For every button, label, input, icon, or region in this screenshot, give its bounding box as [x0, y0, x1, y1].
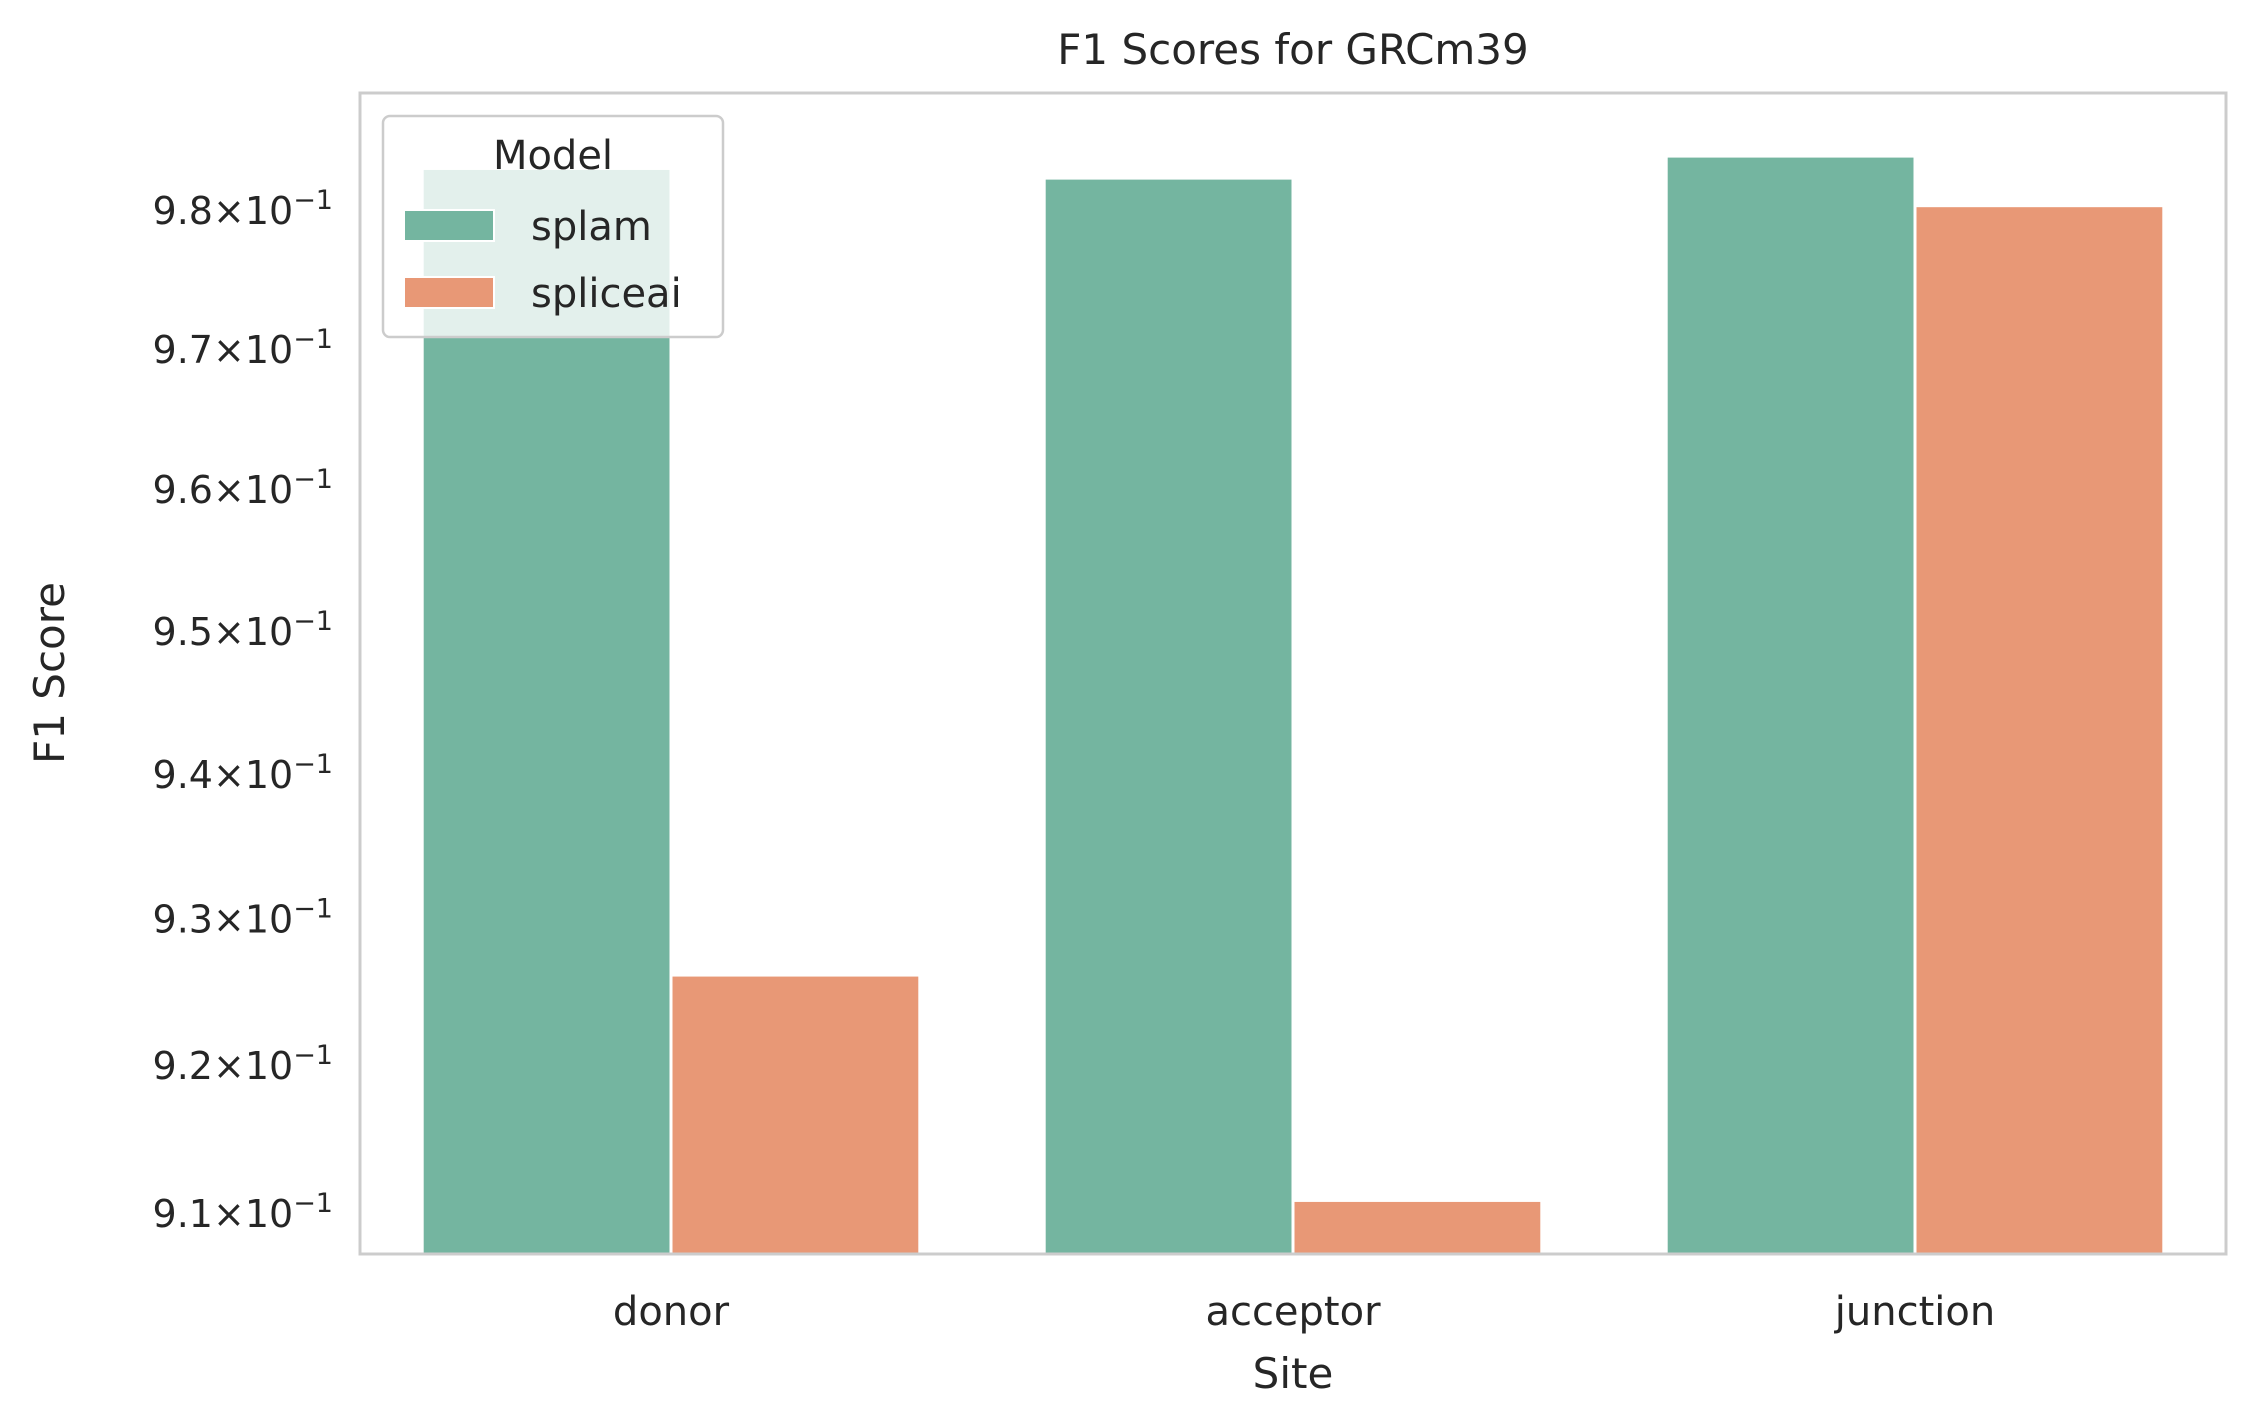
bar-splam-acceptor: [1042, 176, 1295, 1256]
legend-label-splam: splam: [531, 204, 652, 250]
y-tick-label: 9.8×10−1: [153, 185, 333, 233]
chart-title: F1 Scores for GRCm39: [1057, 25, 1529, 74]
y-tick-label: 9.1×10−1: [153, 1188, 333, 1236]
y-tick-label: 9.6×10−1: [153, 464, 333, 512]
legend-title: Model: [493, 133, 613, 179]
legend-swatch-spliceai: [403, 276, 495, 309]
bar-spliceai-acceptor: [1291, 1198, 1544, 1256]
y-tick-label: 9.7×10−1: [153, 324, 333, 372]
bar-spliceai-junction: [1913, 204, 2166, 1256]
legend: Model splam spliceai: [381, 114, 725, 339]
x-tick-labels: donor acceptor junction: [613, 1289, 1995, 1335]
bars: [420, 154, 2166, 1256]
legend-swatch-splam: [403, 209, 495, 242]
bar-splam-junction: [1664, 154, 1917, 1256]
y-tick-label: 9.3×10−1: [153, 894, 333, 942]
y-tick-label: 9.2×10−1: [153, 1040, 333, 1088]
x-tick-label-donor: donor: [613, 1289, 730, 1335]
y-axis-label: F1 Score: [25, 582, 74, 764]
bar-spliceai-donor: [669, 973, 922, 1256]
y-tick-labels: 9.1×10−1 9.2×10−1 9.3×10−1 9.4×10−1 9.5×10−1…: [153, 185, 333, 1236]
y-tick-label: 9.4×10−1: [153, 749, 333, 797]
x-axis-label: Site: [1253, 1349, 1334, 1398]
x-tick-label-junction: junction: [1834, 1289, 1995, 1335]
bar-splam-donor: [420, 166, 673, 1256]
x-tick-label-acceptor: acceptor: [1205, 1289, 1381, 1335]
y-tick-label: 9.5×10−1: [153, 606, 333, 654]
axes-frame: [358, 91, 2228, 1256]
legend-label-spliceai: spliceai: [531, 271, 682, 317]
